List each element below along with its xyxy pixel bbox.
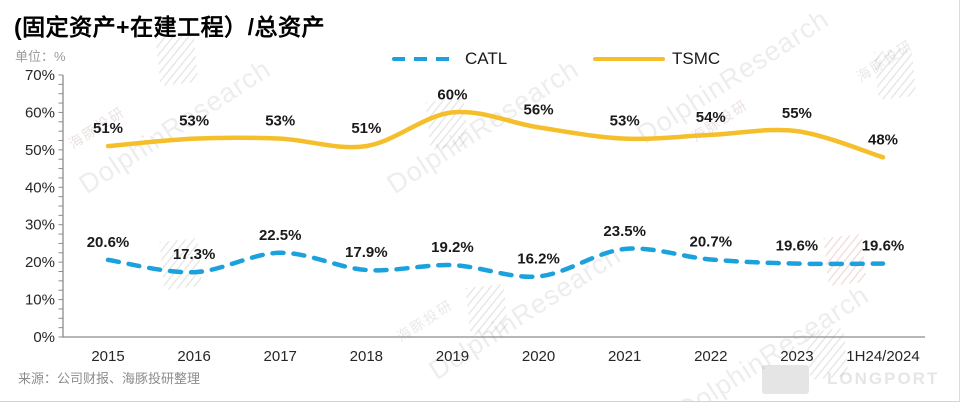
catl-data-label: 23.5% xyxy=(603,223,646,240)
tsmc-data-label: 56% xyxy=(524,101,554,118)
y-tick-label: 50% xyxy=(25,142,55,159)
source-note: 来源：公司财报、海豚投研整理 xyxy=(18,371,201,386)
catl-data-label: 16.2% xyxy=(517,250,560,267)
x-tick-label: 2015 xyxy=(91,348,124,365)
tsmc-data-label: 60% xyxy=(437,86,467,103)
tsmc-data-label: 53% xyxy=(179,113,209,130)
catl-dashed-line-swatch xyxy=(392,56,458,62)
legend-item-tsmc: TSMC xyxy=(593,49,720,69)
x-tick-label: 2017 xyxy=(264,348,297,365)
chart-legend: CATL TSMC xyxy=(0,49,959,69)
catl-data-label: 20.7% xyxy=(690,234,733,251)
y-tick-label: 10% xyxy=(25,292,55,309)
catl-data-label: 20.6% xyxy=(87,234,130,251)
y-tick-label: 40% xyxy=(25,179,55,196)
x-tick-label: 2019 xyxy=(436,348,469,365)
catl-data-label: 19.2% xyxy=(431,239,474,256)
x-tick-label: 2020 xyxy=(522,348,555,365)
catl-line xyxy=(105,246,886,279)
y-tick-label: 20% xyxy=(25,254,55,271)
catl-data-label: 19.6% xyxy=(776,238,819,255)
tsmc-data-label: 48% xyxy=(868,131,898,148)
y-tick-label: 60% xyxy=(25,104,55,121)
legend-item-catl: CATL xyxy=(392,49,507,69)
x-tick-label: 2018 xyxy=(350,348,383,365)
tsmc-data-label: 53% xyxy=(265,113,295,130)
x-tick-label: 2016 xyxy=(177,348,210,365)
y-tick-label: 30% xyxy=(25,217,55,234)
tsmc-line xyxy=(105,109,886,160)
catl-data-label: 19.6% xyxy=(862,238,905,255)
catl-data-label: 17.9% xyxy=(345,244,388,261)
y-tick-label: 0% xyxy=(33,329,55,346)
x-tick-label: 2021 xyxy=(608,348,641,365)
catl-data-label: 22.5% xyxy=(259,227,302,244)
x-tick-label: 1H24/2024 xyxy=(846,348,919,365)
x-tick-label: 2023 xyxy=(780,348,813,365)
tsmc-data-label: 51% xyxy=(351,120,381,137)
unit-label: 单位：% xyxy=(15,49,66,64)
tsmc-data-label: 55% xyxy=(782,105,812,122)
legend-label-tsmc: TSMC xyxy=(672,49,721,68)
x-tick-label: 2022 xyxy=(694,348,727,365)
tsmc-solid-line-swatch xyxy=(593,56,665,62)
y-tick-label: 70% xyxy=(25,67,55,84)
tsmc-data-label: 53% xyxy=(610,113,640,130)
page-title: (固定资产+在建工程）/总资产 xyxy=(14,14,325,40)
legend-label-catl: CATL xyxy=(465,49,508,68)
tsmc-data-label: 51% xyxy=(93,120,123,137)
tsmc-data-label: 54% xyxy=(696,109,726,126)
catl-data-label: 17.3% xyxy=(173,246,216,263)
